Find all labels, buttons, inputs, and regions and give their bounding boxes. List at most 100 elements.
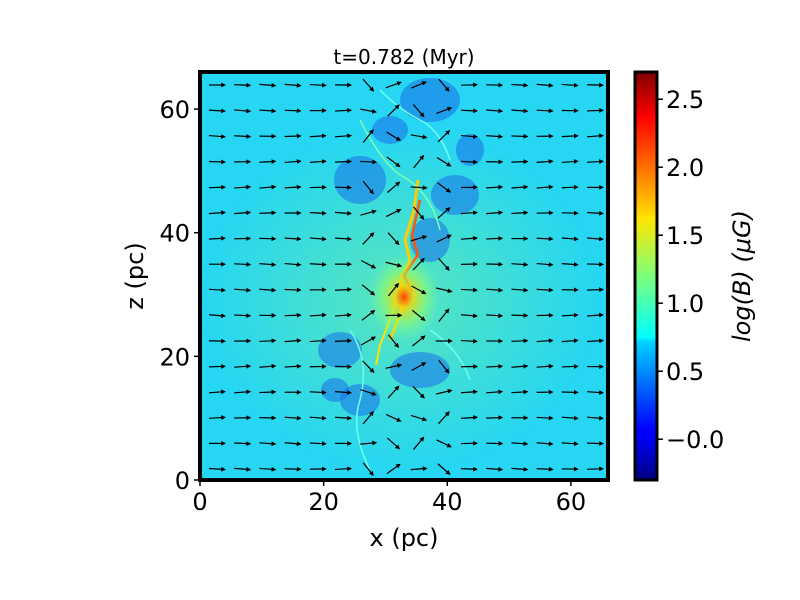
field-vector-arrow [234, 108, 252, 114]
field-vector-arrow [208, 313, 226, 319]
colorbar-tick-label: 2.5 [666, 86, 704, 114]
field-vector-arrow [438, 78, 450, 92]
field-vector-arrow [362, 232, 375, 245]
field-vector-arrow [586, 261, 604, 267]
field-vector-arrow [586, 236, 604, 242]
y-tick-label: 0 [175, 467, 190, 495]
field-vector-arrow [234, 389, 252, 395]
field-vector-arrow [234, 441, 252, 446]
field-vector-arrow [334, 415, 352, 421]
field-vector-arrow [360, 108, 378, 114]
field-vector-arrow [284, 82, 302, 88]
colorbar-gradient [633, 70, 659, 482]
field-vector-arrow [284, 159, 302, 164]
field-vector-arrow [486, 466, 504, 472]
field-vector-arrow [334, 210, 352, 216]
field-vector-arrow [385, 208, 402, 218]
field-vector-arrow [259, 184, 277, 190]
field-vector-arrow [284, 287, 302, 293]
x-tick-label: 0 [192, 488, 207, 516]
field-vector-arrow [208, 389, 226, 395]
field-vector-arrow [360, 159, 378, 165]
field-vector-arrow [208, 338, 226, 344]
field-vector-arrow [436, 234, 452, 243]
field-vector-arrow [536, 415, 554, 421]
field-vector-arrow [208, 364, 226, 369]
field-vector-arrow [536, 287, 554, 293]
field-vector-arrow [234, 313, 252, 319]
x-axis-label: x (pc) [370, 524, 439, 552]
field-vector-arrow [410, 414, 428, 422]
field-vector-arrow [536, 262, 554, 267]
x-axis-ticks: 0 20 40 60 [192, 480, 586, 516]
colorbar-tick-label: 2.0 [666, 154, 704, 182]
low-field-bubble [318, 332, 362, 368]
field-vector-arrow [586, 133, 604, 139]
field-vector-arrow [334, 133, 352, 139]
y-tick-label: 40 [159, 220, 190, 248]
filament-strand [349, 329, 371, 471]
chart-title: t=0.782 (Myr) [333, 45, 474, 69]
field-vector-arrow [309, 441, 327, 447]
field-vector-arrow [259, 338, 277, 344]
field-vector-arrow [411, 335, 426, 347]
field-vector-arrow [208, 466, 226, 472]
field-vector-arrow [259, 389, 277, 395]
field-vector-arrow [536, 82, 554, 88]
field-vector-arrow [460, 466, 478, 472]
field-vector-arrow [309, 236, 327, 242]
field-vector-arrow [536, 441, 554, 447]
field-vector-arrow [334, 236, 352, 242]
field-vector-arrow [460, 287, 478, 293]
field-vector-arrow [410, 185, 428, 191]
field-vector-arrow [460, 313, 478, 319]
field-vector-arrow [410, 466, 428, 472]
field-vector-arrow [460, 134, 478, 139]
field-vector-arrow [511, 262, 529, 267]
field-vector-arrow [362, 180, 374, 195]
field-vector-arrow [284, 441, 302, 447]
field-vector-arrow [309, 312, 327, 318]
field-vector-arrow [561, 338, 579, 344]
field-vector-arrow [412, 104, 425, 118]
field-vector-arrow [486, 210, 504, 216]
field-vector-arrow [334, 287, 352, 292]
field-vector-arrow [284, 415, 302, 421]
field-vector-arrow [486, 134, 504, 139]
field-vector-arrow [438, 359, 450, 374]
field-vector-arrow [511, 338, 529, 344]
field-vector-arrow [284, 466, 302, 472]
field-vector-arrow [387, 104, 400, 117]
field-vector-arrow [460, 108, 478, 114]
field-vector-arrow [234, 210, 252, 216]
field-vector-arrow [412, 257, 425, 271]
low-field-bubble [334, 156, 386, 204]
low-field-bubble [372, 116, 408, 144]
field-vector-arrow [309, 415, 327, 421]
field-vector-arrow [411, 285, 427, 295]
field-peak-core [368, 253, 440, 341]
field-vector-arrow [486, 389, 504, 395]
field-vector-arrow [486, 236, 504, 241]
field-vector-arrow [486, 287, 504, 293]
field-vector-arrow [460, 415, 478, 420]
field-vector-arrow [511, 184, 529, 190]
field-vector-arrow [208, 134, 226, 139]
field-vector-arrow [259, 210, 277, 216]
field-vector-arrow [536, 184, 554, 190]
low-field-bubble [456, 134, 484, 166]
field-vector-arrow [208, 159, 226, 165]
field-vector-arrow [362, 462, 374, 477]
field-vector-arrow [438, 308, 450, 323]
field-vector-arrow [586, 390, 604, 395]
field-vector-arrow [386, 131, 402, 141]
field-vector-arrow [362, 360, 375, 373]
field-vector-arrow [362, 78, 375, 92]
field-vector-arrow [561, 159, 579, 164]
field-vector-arrow [208, 184, 226, 190]
field-vector-arrow [361, 309, 376, 321]
y-axis-label: z (pc) [121, 242, 149, 309]
colorbar-label: log(B) (μG) [728, 210, 756, 342]
field-vector-arrow [360, 440, 378, 446]
field-vector-arrow [413, 154, 425, 169]
